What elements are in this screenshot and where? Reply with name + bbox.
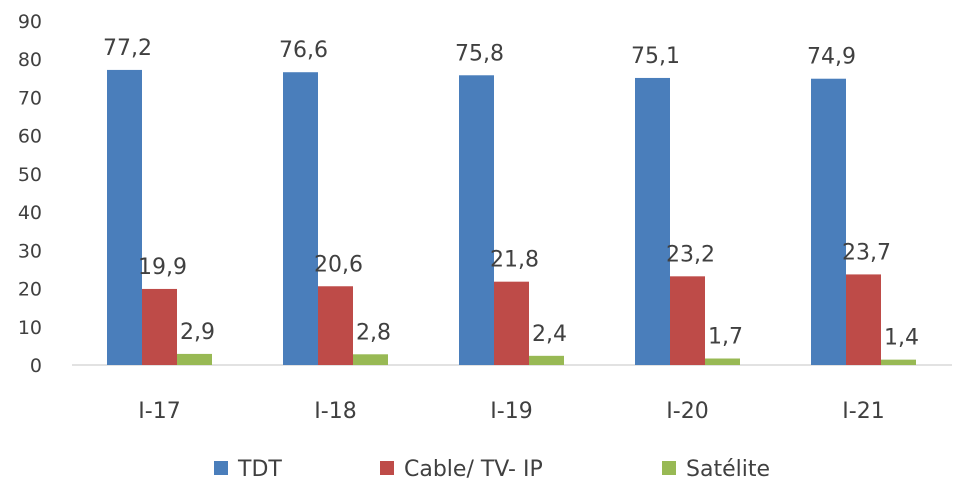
y-tick-label: 80 xyxy=(18,49,42,71)
y-tick-label: 10 xyxy=(18,317,42,339)
bar-tdt-i-21 xyxy=(811,78,846,366)
bar-sat-lite-i-19 xyxy=(529,355,564,365)
bar-cable-tv-ip-i-21 xyxy=(846,274,881,365)
data-label: 77,2 xyxy=(103,36,152,61)
bar-sat-lite-i-21 xyxy=(881,359,916,365)
legend-label: TDT xyxy=(237,457,282,482)
x-tick-label: I-19 xyxy=(490,399,532,424)
bar-tdt-i-20 xyxy=(635,77,670,365)
data-label: 2,4 xyxy=(532,322,567,347)
y-tick-label: 50 xyxy=(18,164,42,186)
bar-tdt-i-19 xyxy=(459,75,494,365)
bar-sat-lite-i-17 xyxy=(177,353,212,365)
legend: TDT Cable/ TV- IP Satélite xyxy=(214,457,770,482)
data-label: 75,1 xyxy=(631,44,680,69)
bar-cable-tv-ip-i-17 xyxy=(142,288,177,365)
y-tick-label: 30 xyxy=(18,240,42,262)
bar-cable-tv-ip-i-18 xyxy=(318,286,353,365)
legend-swatch xyxy=(380,461,394,475)
data-label: 74,9 xyxy=(807,45,856,70)
legend-label: Satélite xyxy=(686,457,770,482)
x-tick-label: I-20 xyxy=(666,399,708,424)
data-labels-group: 77,2 19,9 2,9 76,6 20,6 2,8 75,8 21,8 2,4 75,1 23,… xyxy=(103,36,919,351)
bar-tdt-i-18 xyxy=(283,72,318,366)
data-label: 1,4 xyxy=(884,326,919,351)
y-tick-label: 70 xyxy=(18,87,42,109)
bar-sat-lite-i-20 xyxy=(705,358,740,365)
legend-label: Cable/ TV- IP xyxy=(404,457,543,482)
legend-swatch xyxy=(214,461,228,475)
data-label: 23,2 xyxy=(666,242,715,267)
y-tick-label: 60 xyxy=(18,126,42,148)
bar-sat-lite-i-18 xyxy=(353,354,388,365)
y-tick-label: 90 xyxy=(18,11,42,33)
y-tick-label: 40 xyxy=(18,202,42,224)
data-label: 19,9 xyxy=(138,255,187,280)
data-label: 20,6 xyxy=(314,252,363,277)
legend-swatch xyxy=(662,461,676,475)
y-tick-label: 20 xyxy=(18,279,42,301)
x-axis-ticks: I-17 I-18 I-19 I-20 I-21 xyxy=(138,399,884,424)
data-label: 76,6 xyxy=(279,38,328,63)
data-label: 1,7 xyxy=(708,325,743,350)
bar-cable-tv-ip-i-20 xyxy=(670,276,705,365)
data-label: 75,8 xyxy=(455,41,504,66)
data-label: 2,8 xyxy=(356,320,391,345)
x-tick-label: I-18 xyxy=(314,399,356,424)
bar-cable-tv-ip-i-19 xyxy=(494,281,529,365)
x-tick-label: I-21 xyxy=(842,399,884,424)
x-tick-label: I-17 xyxy=(138,399,180,424)
bar-tdt-i-17 xyxy=(107,69,142,366)
bars-group xyxy=(107,69,916,366)
data-label: 2,9 xyxy=(180,320,215,345)
data-label: 23,7 xyxy=(842,240,891,265)
y-axis-ticks: 0 10 20 30 40 50 60 70 80 90 xyxy=(18,11,42,377)
y-tick-label: 0 xyxy=(30,355,42,377)
data-label: 21,8 xyxy=(490,248,539,273)
